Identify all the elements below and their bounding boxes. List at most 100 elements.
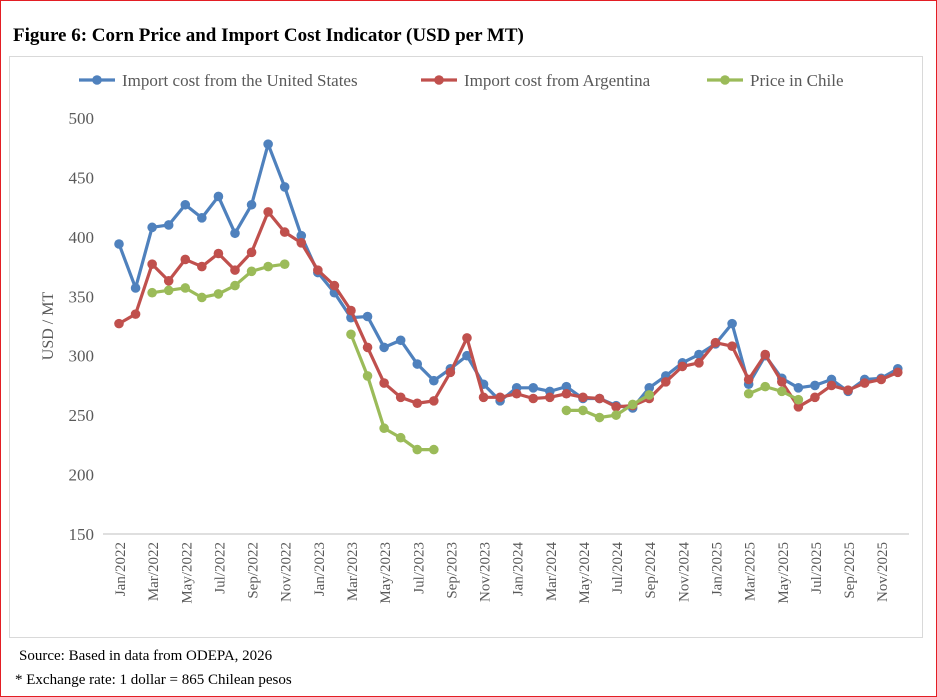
x-tick-label: May/2023 xyxy=(378,542,394,604)
data-point-1 xyxy=(727,341,737,352)
data-point-1 xyxy=(710,337,721,348)
x-tick-label: May/2024 xyxy=(577,542,593,604)
x-tick-label: Mar/2023 xyxy=(345,542,361,601)
series-line-2 xyxy=(748,385,800,402)
x-tick-label: Mar/2025 xyxy=(743,542,759,601)
data-point-2 xyxy=(163,285,174,296)
data-point-2 xyxy=(263,261,273,272)
data-point-2 xyxy=(644,390,655,400)
data-point-0 xyxy=(279,182,290,192)
data-point-2 xyxy=(379,423,389,434)
data-point-2 xyxy=(561,405,572,416)
x-tick-label: Jul/2025 xyxy=(809,542,825,594)
x-tick-label: May/2025 xyxy=(776,542,792,604)
data-point-2 xyxy=(213,289,224,299)
data-point-1 xyxy=(826,380,837,391)
data-point-1 xyxy=(130,309,141,319)
data-point-1 xyxy=(876,374,887,385)
data-point-1 xyxy=(412,398,423,409)
x-tick-label: Jul/2023 xyxy=(411,542,427,594)
data-point-1 xyxy=(545,392,555,403)
y-axis-label: USD / MT xyxy=(40,292,57,361)
legend-marker-1 xyxy=(434,75,444,85)
data-point-1 xyxy=(511,388,522,399)
x-tick-label: Sep/2022 xyxy=(246,542,262,599)
data-point-1 xyxy=(379,378,389,388)
data-point-1 xyxy=(859,378,870,388)
data-point-2 xyxy=(594,412,605,423)
x-tick-label: Sep/2025 xyxy=(842,542,858,599)
data-point-1 xyxy=(362,342,373,353)
series-line-0 xyxy=(117,142,899,410)
data-point-2 xyxy=(743,388,754,399)
data-point-2 xyxy=(412,444,423,455)
data-point-0 xyxy=(528,383,539,393)
x-tick-label: Nov/2022 xyxy=(279,542,295,602)
data-point-1 xyxy=(395,392,406,403)
legend-marker-2 xyxy=(720,75,730,85)
x-tick-label: Mar/2022 xyxy=(146,542,162,601)
data-point-2 xyxy=(429,444,439,455)
data-point-1 xyxy=(197,261,207,272)
data-point-1 xyxy=(296,238,307,248)
data-point-0 xyxy=(379,342,389,353)
data-point-2 xyxy=(777,386,787,397)
data-point-1 xyxy=(429,396,439,406)
data-point-0 xyxy=(362,311,373,322)
source-note: Source: Based in data from ODEPA, 2026 xyxy=(19,648,273,664)
data-point-0 xyxy=(412,359,423,369)
data-point-0 xyxy=(197,213,207,223)
figure-title: Figure 6: Corn Price and Import Cost Ind… xyxy=(13,25,524,46)
y-tick-label: 500 xyxy=(69,109,95,128)
data-point-1 xyxy=(213,248,224,259)
data-point-0 xyxy=(793,383,804,393)
data-point-1 xyxy=(313,265,323,275)
data-point-1 xyxy=(528,393,539,404)
y-tick-label: 250 xyxy=(69,406,95,425)
data-point-2 xyxy=(793,394,804,405)
x-tick-label: Sep/2023 xyxy=(444,542,460,599)
x-tick-label: Jul/2022 xyxy=(212,542,228,594)
legend-marker-0 xyxy=(92,75,102,85)
data-point-0 xyxy=(462,350,472,361)
data-point-0 xyxy=(810,380,820,391)
data-point-1 xyxy=(180,254,191,265)
data-point-1 xyxy=(346,305,356,316)
data-point-2 xyxy=(246,266,257,277)
data-point-0 xyxy=(114,239,124,249)
data-point-0 xyxy=(694,349,704,360)
y-tick-label: 300 xyxy=(69,347,95,366)
data-point-0 xyxy=(296,230,307,241)
data-point-1 xyxy=(495,392,505,403)
data-point-2 xyxy=(627,399,638,410)
x-tick-label: Nov/2025 xyxy=(875,542,891,602)
data-point-2 xyxy=(578,405,588,416)
x-tick-label: Jan/2025 xyxy=(710,542,726,596)
data-point-0 xyxy=(429,375,439,386)
y-tick-label: 450 xyxy=(69,168,95,187)
data-point-1 xyxy=(694,358,704,368)
data-point-0 xyxy=(561,381,572,392)
data-point-1 xyxy=(445,367,456,378)
data-point-1 xyxy=(561,388,572,399)
y-tick-label: 150 xyxy=(69,525,95,544)
x-tick-label: Nov/2024 xyxy=(676,542,692,603)
data-point-1 xyxy=(279,227,290,237)
data-point-1 xyxy=(462,333,472,343)
data-point-0 xyxy=(230,228,240,239)
x-tick-label: Jan/2024 xyxy=(511,542,527,597)
x-tick-label: Nov/2023 xyxy=(478,542,494,602)
data-point-0 xyxy=(263,139,273,149)
data-point-0 xyxy=(163,220,174,230)
data-point-2 xyxy=(180,283,191,293)
chart-frame xyxy=(9,56,923,638)
data-point-1 xyxy=(760,349,771,360)
line-chart: 150 200 250 300 350 400 450 500 USD / MT Jan/2022… xyxy=(40,71,909,604)
data-point-2 xyxy=(362,371,373,381)
data-point-1 xyxy=(843,385,853,395)
data-point-1 xyxy=(793,402,804,412)
x-tick-label: Jan/2023 xyxy=(312,542,328,596)
data-point-0 xyxy=(395,335,406,346)
legend-label-2: Price in Chile xyxy=(750,71,843,90)
data-point-1 xyxy=(594,393,605,404)
